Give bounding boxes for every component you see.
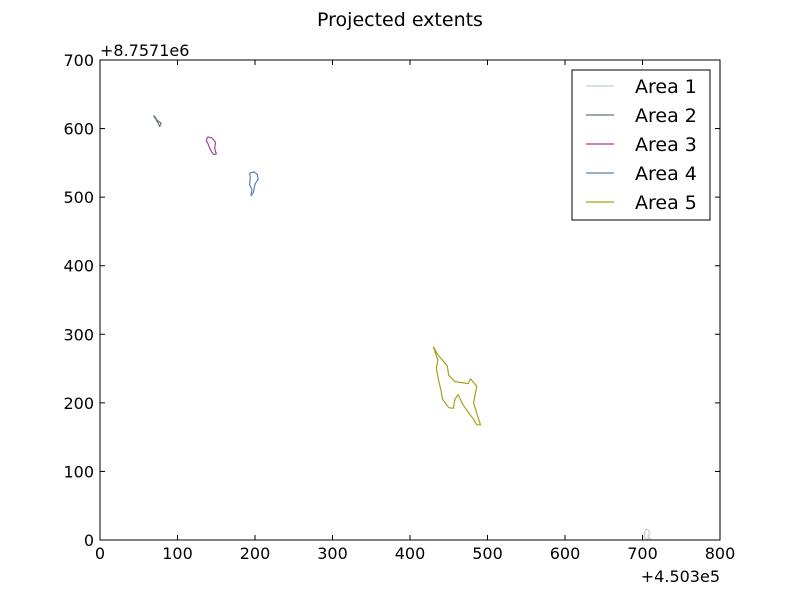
y-tick-label: 400 [63,257,94,276]
y-tick-label: 0 [84,531,94,550]
legend-label: Area 1 [635,76,697,98]
legend-label: Area 4 [635,163,697,185]
legend: Area 1 Area 2 Area 3 Area 4 Area 5 [571,69,711,221]
axis-ticks: 0 100 200 300 400 500 600 700 800 0 100 200 300 400 50… [63,51,735,563]
y-tick-label: 100 [63,462,94,481]
x-tick-label: 700 [627,544,658,563]
x-tick-label: 800 [705,544,736,563]
y-offset-label: +8.7571e6 [100,41,189,60]
y-tick-label: 200 [63,394,94,413]
legend-label: Area 3 [635,134,697,156]
legend-label: Area 2 [635,105,697,127]
x-tick-label: 400 [395,544,426,563]
x-tick-label: 0 [95,544,105,563]
series-line-area-4 [249,171,259,197]
y-tick-label: 300 [63,325,94,344]
y-tick-label: 700 [63,51,94,70]
series-line-area-5 [432,346,482,426]
x-tick-label: 600 [550,544,581,563]
series-line-area-2 [152,115,162,128]
x-tick-label: 200 [240,544,271,563]
x-tick-label: 100 [162,544,193,563]
plot-area [152,115,651,540]
series-line-area-1 [643,528,651,540]
x-tick-label: 300 [317,544,348,563]
chart-title: Projected extents [317,9,483,31]
legend-label: Area 5 [635,192,697,214]
y-tick-label: 600 [63,120,94,139]
series-line-area-3 [205,136,217,156]
y-tick-label: 500 [63,188,94,207]
legend-box [571,69,711,221]
x-tick-label: 500 [472,544,503,563]
x-offset-label: +4.503e5 [641,567,720,586]
